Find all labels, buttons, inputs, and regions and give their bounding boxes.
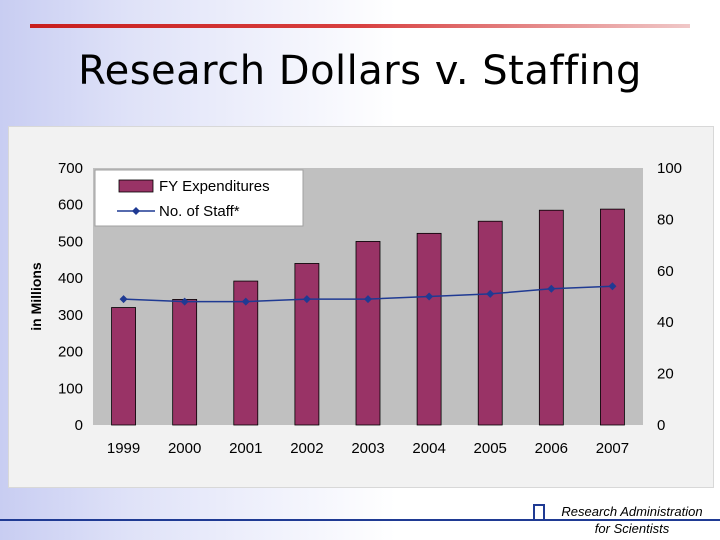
staff-point xyxy=(608,282,617,291)
y-axis-label: in Millions xyxy=(28,262,44,331)
staff-point xyxy=(486,289,495,298)
x-tick-label: 1999 xyxy=(107,440,140,457)
x-tick-label: 2007 xyxy=(596,440,629,457)
staff-point xyxy=(180,297,189,306)
y-tick-label: 200 xyxy=(58,344,83,361)
staff-point xyxy=(302,295,311,304)
y2-tick-label: 80 xyxy=(657,211,674,228)
y-tick-label: 100 xyxy=(58,380,83,397)
legend-box xyxy=(94,169,304,227)
x-tick-label: 2001 xyxy=(229,440,262,457)
bar xyxy=(416,232,442,426)
y-tick-label: 700 xyxy=(58,160,83,177)
x-tick-label: 2000 xyxy=(168,440,201,457)
bar xyxy=(294,263,320,426)
y2-tick-label: 20 xyxy=(657,366,674,383)
staff-point xyxy=(364,295,372,304)
y2-tick-label: 40 xyxy=(657,314,674,331)
y-tick-label: 600 xyxy=(58,197,83,214)
x-tick-label: 2003 xyxy=(351,440,384,457)
y-tick-label: 500 xyxy=(58,233,83,250)
title-rule xyxy=(30,24,690,28)
y-tick-label: 400 xyxy=(58,270,83,287)
bar xyxy=(172,299,198,426)
bar xyxy=(355,241,381,426)
chart-frame: 0 100 200 300 400 500 600 700 0 20 40 60 80 100 in Mil… xyxy=(8,126,714,488)
y2-tick-label: 0 xyxy=(657,417,665,434)
staff-point xyxy=(425,292,434,301)
bar xyxy=(600,208,625,426)
x-tick-label: 2005 xyxy=(474,440,507,457)
footer-text: Research Administration for Scientists xyxy=(544,503,720,537)
staff-point xyxy=(241,297,250,306)
x-tick-label: 2006 xyxy=(535,440,568,457)
x-tick-label: 2002 xyxy=(290,440,323,457)
footer-line-1: Research Administration xyxy=(561,504,703,519)
legend-swatch-marker xyxy=(132,207,140,215)
y-tick-label: 0 xyxy=(75,417,83,434)
y2-tick-label: 60 xyxy=(657,263,674,280)
footer-line-2: for Scientists xyxy=(594,521,670,536)
slide-title: Research Dollars v. Staffing xyxy=(78,48,642,94)
y-tick-label: 300 xyxy=(58,307,83,324)
footer-rule xyxy=(0,519,720,521)
x-tick-label: 2004 xyxy=(412,440,445,457)
staff-point xyxy=(119,295,128,304)
legend-label: No. of Staff* xyxy=(159,203,240,220)
bar xyxy=(111,307,136,426)
bar xyxy=(477,220,503,426)
chart: 0 100 200 300 400 500 600 700 0 20 40 60 80 100 in Mil… xyxy=(28,160,682,457)
legend-swatch-bar xyxy=(118,179,154,193)
legend-label: FY Expenditures xyxy=(159,178,270,195)
bar xyxy=(538,209,564,426)
staff-point xyxy=(547,284,556,293)
y2-tick-label: 100 xyxy=(657,160,682,177)
